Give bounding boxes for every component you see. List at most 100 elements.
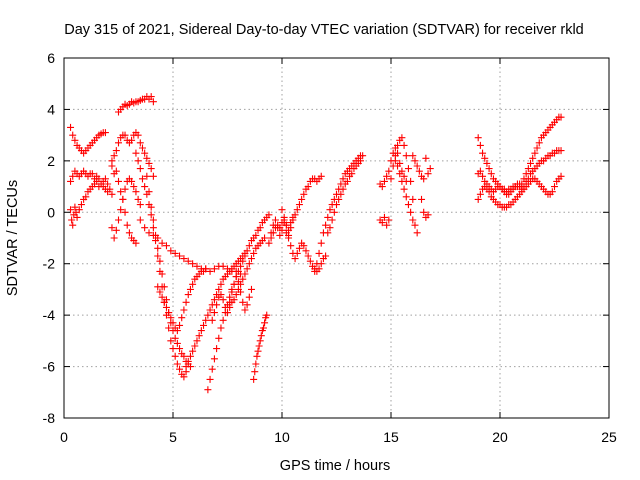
data-point-plus (420, 208, 428, 216)
data-point-plus (69, 221, 77, 229)
data-point-plus (180, 255, 188, 263)
data-point-plus (396, 170, 404, 178)
data-point-plus (101, 175, 109, 183)
data-point-plus (77, 201, 85, 209)
data-point-plus (154, 244, 162, 252)
data-point-plus (67, 177, 75, 185)
data-point-plus (156, 257, 164, 265)
data-point-plus (250, 375, 258, 383)
data-point-plus (145, 188, 153, 196)
data-point-plus (121, 185, 129, 193)
data-point-plus (186, 285, 194, 293)
data-point-plus (548, 188, 556, 196)
data-point-plus (104, 180, 112, 188)
x-tick-label: 25 (601, 429, 617, 445)
data-point-plus (68, 216, 76, 224)
data-point-plus (557, 147, 565, 155)
data-point-plus (193, 262, 201, 270)
data-point-plus (298, 195, 306, 203)
data-point-plus (383, 221, 391, 229)
data-point-plus (551, 183, 558, 191)
y-tick-label: -4 (43, 307, 56, 323)
data-point-plus (230, 296, 238, 304)
data-point-plus (302, 247, 310, 255)
data-point-plus (147, 211, 155, 219)
data-point-plus (241, 306, 249, 314)
data-point-plus (197, 327, 205, 335)
data-point-plus (343, 177, 351, 185)
y-tick-label: -2 (43, 256, 56, 272)
data-point-plus (69, 172, 77, 180)
data-point-plus (189, 347, 197, 355)
data-point-plus (141, 149, 149, 157)
y-tick-label: 2 (47, 153, 55, 169)
data-point-plus (217, 291, 225, 299)
data-point-plus (112, 147, 120, 155)
data-point-plus (245, 242, 253, 250)
x-tick-label: 15 (383, 429, 399, 445)
data-point-plus (409, 152, 417, 160)
data-point-plus (387, 175, 395, 183)
data-point-plus (400, 141, 408, 149)
data-point-plus (324, 229, 332, 237)
data-point-plus (200, 321, 208, 329)
data-point-plus (154, 234, 162, 242)
data-point-plus (112, 226, 120, 234)
x-tick-label: 20 (492, 429, 508, 445)
data-point-plus (206, 306, 214, 314)
axis-ticks: 0 5 10 15 20 25 -8 -6 -4 -2 0 2 4 6 (43, 50, 617, 445)
data-point-plus (112, 167, 120, 175)
data-point-plus (154, 252, 162, 260)
data-point-plus (239, 298, 247, 306)
data-point-plus (326, 206, 334, 214)
data-point-plus (378, 219, 386, 227)
data-point-plus (263, 311, 271, 319)
data-point-plus (391, 144, 399, 152)
data-point-plus (130, 183, 138, 191)
data-point-plus (234, 267, 242, 275)
data-point-plus (143, 172, 151, 180)
data-point-plus (162, 242, 170, 250)
data-point-plus (167, 314, 175, 322)
data-point-plus (265, 239, 273, 247)
data-point-plus (202, 316, 210, 324)
data-point-plus (228, 288, 236, 296)
data-point-plus (117, 206, 125, 214)
data-point-plus (420, 175, 428, 183)
data-point-plus (165, 324, 173, 332)
data-point-plus (413, 162, 421, 170)
data-point-plus (237, 280, 245, 288)
data-point-plus (293, 249, 301, 257)
data-point-plus (141, 183, 149, 191)
x-tick-label: 10 (274, 429, 290, 445)
y-tick-label: -8 (43, 410, 56, 426)
data-point-plus (215, 334, 223, 342)
data-point-plus (67, 206, 75, 214)
data-point-plus (411, 221, 419, 229)
data-point-plus (210, 296, 218, 304)
data-point-plus (189, 260, 197, 268)
data-point-plus (171, 249, 179, 257)
data-point-plus (206, 267, 214, 275)
data-point-plus (398, 134, 406, 142)
data-point-plus (400, 172, 408, 180)
data-point-plus (88, 170, 96, 178)
data-point-plus (333, 201, 340, 209)
data-point-plus (557, 113, 565, 121)
data-point-plus (259, 324, 267, 332)
data-point-plus (189, 280, 197, 288)
data-point-plus (385, 167, 393, 175)
data-point-plus (134, 195, 142, 203)
data-point-plus (117, 188, 125, 196)
data-point-plus (234, 285, 242, 293)
data-point-plus (487, 170, 495, 178)
data-point-plus (210, 265, 218, 273)
data-point-plus (304, 183, 312, 191)
data-point-plus (535, 139, 543, 147)
data-point-plus (206, 375, 214, 383)
data-point-plus (204, 386, 212, 394)
data-point-plus (210, 309, 218, 317)
data-point-plus (158, 293, 166, 301)
data-point-plus (255, 342, 263, 350)
